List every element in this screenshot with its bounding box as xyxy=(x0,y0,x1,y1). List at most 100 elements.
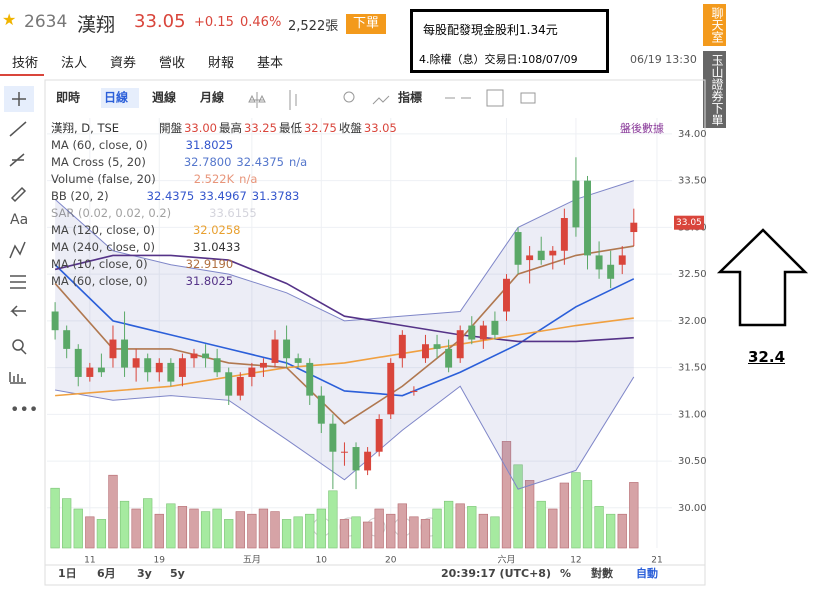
legend-part: 32.9190 xyxy=(186,257,234,271)
order-button[interactable]: 下單 xyxy=(346,14,386,34)
star-icon[interactable]: ★ xyxy=(2,10,17,29)
candle-body xyxy=(340,451,348,453)
candle-body xyxy=(537,250,545,261)
toolbar-button[interactable]: 日線 xyxy=(104,90,128,105)
price-tag-label: 33.05 xyxy=(676,218,702,228)
candle-body xyxy=(514,232,522,265)
candle-body xyxy=(259,362,267,368)
tab[interactable]: 資券 xyxy=(110,56,137,71)
candle-body xyxy=(595,255,603,270)
legend-part: 最低 xyxy=(279,121,302,135)
volume-bar xyxy=(374,508,384,549)
candle-body xyxy=(618,255,626,265)
candle-body xyxy=(364,451,372,471)
legend-part: 32.0258 xyxy=(193,223,241,237)
candle-body xyxy=(503,278,510,312)
bottom-button[interactable]: 5y xyxy=(170,567,185,580)
legend-row: MA (120, close, 0) 32.0258 xyxy=(51,223,241,237)
x-tick-label: 19 xyxy=(154,556,166,566)
candle-body xyxy=(294,358,302,363)
toolbar-button[interactable]: 即時 xyxy=(56,90,80,105)
candle-body xyxy=(155,362,163,373)
volume-bar xyxy=(154,513,164,549)
volume-bar xyxy=(258,508,269,549)
volume-bar xyxy=(443,500,454,549)
side-button[interactable]: 玉山證券下單 xyxy=(703,51,726,128)
x-tick-label: 六月 xyxy=(497,554,515,566)
legend-part: MA (240, close, 0) xyxy=(51,240,155,254)
tool-text[interactable]: Aa xyxy=(10,212,28,228)
datetime: 06/19 13:30 xyxy=(630,53,697,66)
tool-more[interactable]: ••• xyxy=(10,400,38,419)
volume-bar xyxy=(85,516,95,549)
legend-part: n/a xyxy=(289,155,307,169)
legend-row: MA (10, close, 0) 32.9190 xyxy=(51,257,233,271)
volume-bar xyxy=(270,511,280,549)
tab[interactable]: 技術 xyxy=(12,56,39,71)
legend-row: Volume (false, 20) 2.522K n/a xyxy=(51,172,257,186)
candle-body xyxy=(63,330,71,349)
toolbar-button[interactable]: 週線 xyxy=(152,90,176,105)
volume-bar xyxy=(490,516,500,549)
legend-row: MA (60, close, 0) 31.8025 xyxy=(51,138,233,152)
candle-body xyxy=(317,395,325,424)
volume-bar xyxy=(478,513,488,549)
volume-bar xyxy=(316,508,326,549)
volume: 2,522張 xyxy=(288,19,339,34)
candle-body xyxy=(236,376,244,396)
bottom-button[interactable]: 6月 xyxy=(97,567,116,580)
tab[interactable]: 法人 xyxy=(61,56,88,71)
bottom-button[interactable]: 對數 xyxy=(591,566,613,580)
toolbar-button[interactable]: 指標 xyxy=(398,90,422,105)
volume-bar xyxy=(420,519,431,549)
band-line xyxy=(55,376,635,490)
volume-bar xyxy=(513,464,523,549)
candle-body xyxy=(190,353,198,359)
legend-part: 33.00 xyxy=(184,121,217,135)
volume-bar xyxy=(108,474,118,549)
tab[interactable]: 營收 xyxy=(159,56,186,71)
bottom-button[interactable]: 自動 xyxy=(636,566,658,580)
candle-body xyxy=(132,358,140,368)
candle-body xyxy=(526,255,534,261)
volume-bar xyxy=(617,513,627,549)
candle-body xyxy=(479,325,487,340)
bottom-button[interactable]: 1日 xyxy=(58,567,77,580)
toolbar-selected xyxy=(101,88,139,108)
volume-bar xyxy=(247,513,257,549)
bottom-button[interactable]: 3y xyxy=(137,567,152,580)
candle-body xyxy=(560,218,568,251)
toolbar-button[interactable]: 月線 xyxy=(199,90,224,105)
volume-bar xyxy=(73,508,83,549)
y-tick-label: 30.00 xyxy=(678,503,707,514)
candle-body xyxy=(144,358,152,373)
volume-bar xyxy=(143,498,153,549)
side-button[interactable]: 聊天室 xyxy=(703,4,726,46)
y-tick-label: 31.50 xyxy=(678,363,707,374)
x-tick-label: 20 xyxy=(385,556,397,566)
volume-bar xyxy=(351,516,361,549)
volume-bar xyxy=(96,519,107,549)
candle-body xyxy=(213,358,221,373)
legend-part: 31.8025 xyxy=(186,274,234,288)
legend-part: 31.0433 xyxy=(193,240,241,254)
candle-body xyxy=(410,390,418,392)
ma-line xyxy=(54,254,634,343)
price: 33.05 xyxy=(134,11,186,32)
volume-bar xyxy=(293,516,303,549)
candle-body xyxy=(86,367,94,377)
bottom-button[interactable]: % xyxy=(560,567,571,580)
tab[interactable]: 基本 xyxy=(257,56,284,71)
tab[interactable]: 財報 xyxy=(208,56,235,71)
stock-name: 漢翔 xyxy=(77,14,116,36)
candle-body xyxy=(121,339,129,368)
legend-part: BB (20, 2) xyxy=(51,189,109,203)
legend-row: 漢翔, D, TSE 開盤 33.00 最高 33.25 最低 32.75 收盤 33.05 xyxy=(51,121,397,135)
volume-bar xyxy=(386,513,396,549)
legend-part: MA (60, close, 0) xyxy=(51,138,148,152)
volume-bar xyxy=(50,487,60,549)
ma-line xyxy=(54,245,634,425)
candle-body xyxy=(433,344,441,349)
legend-part: MA (10, close, 0) xyxy=(51,257,148,271)
